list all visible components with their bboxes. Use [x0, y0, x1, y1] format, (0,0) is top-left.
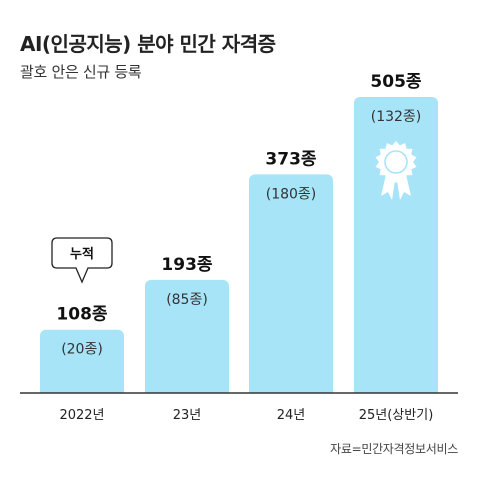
cumulative-callout: 누적 — [51, 237, 113, 284]
value-label-3: 505종 — [370, 72, 421, 92]
bar-0 — [40, 329, 124, 399]
tick-label-2: 24년 — [277, 408, 306, 423]
source-note: 자료=민간자격정보서비스 — [330, 442, 458, 456]
bar-3 — [354, 97, 438, 399]
callout-bubble — [51, 237, 113, 284]
medal-burst — [375, 141, 417, 183]
tick-label-1: 23년 — [173, 408, 202, 423]
new-label-2: (180종) — [266, 186, 317, 202]
value-label-0: 108종 — [56, 305, 107, 325]
new-label-1: (85종) — [166, 292, 208, 308]
bar-1 — [145, 279, 229, 399]
new-label-0: (20종) — [61, 342, 103, 358]
axis-cover — [0, 393, 480, 401]
value-label-2: 373종 — [265, 149, 316, 169]
bar-2 — [249, 174, 333, 399]
medal-inner-ring — [384, 150, 408, 174]
chart-subtitle: 괄호 안은 신규 등록 — [20, 63, 142, 81]
new-label-3: (132종) — [371, 109, 422, 125]
medal-ribbon-icon — [375, 141, 417, 200]
tick-label-0: 2022년 — [59, 408, 104, 423]
chart-title: AI(인공지능) 분야 민간 자격증 — [20, 32, 276, 56]
tick-label-3: 25년(상반기) — [359, 408, 434, 423]
value-label-1: 193종 — [161, 255, 212, 275]
callout-label: 누적 — [70, 246, 94, 262]
